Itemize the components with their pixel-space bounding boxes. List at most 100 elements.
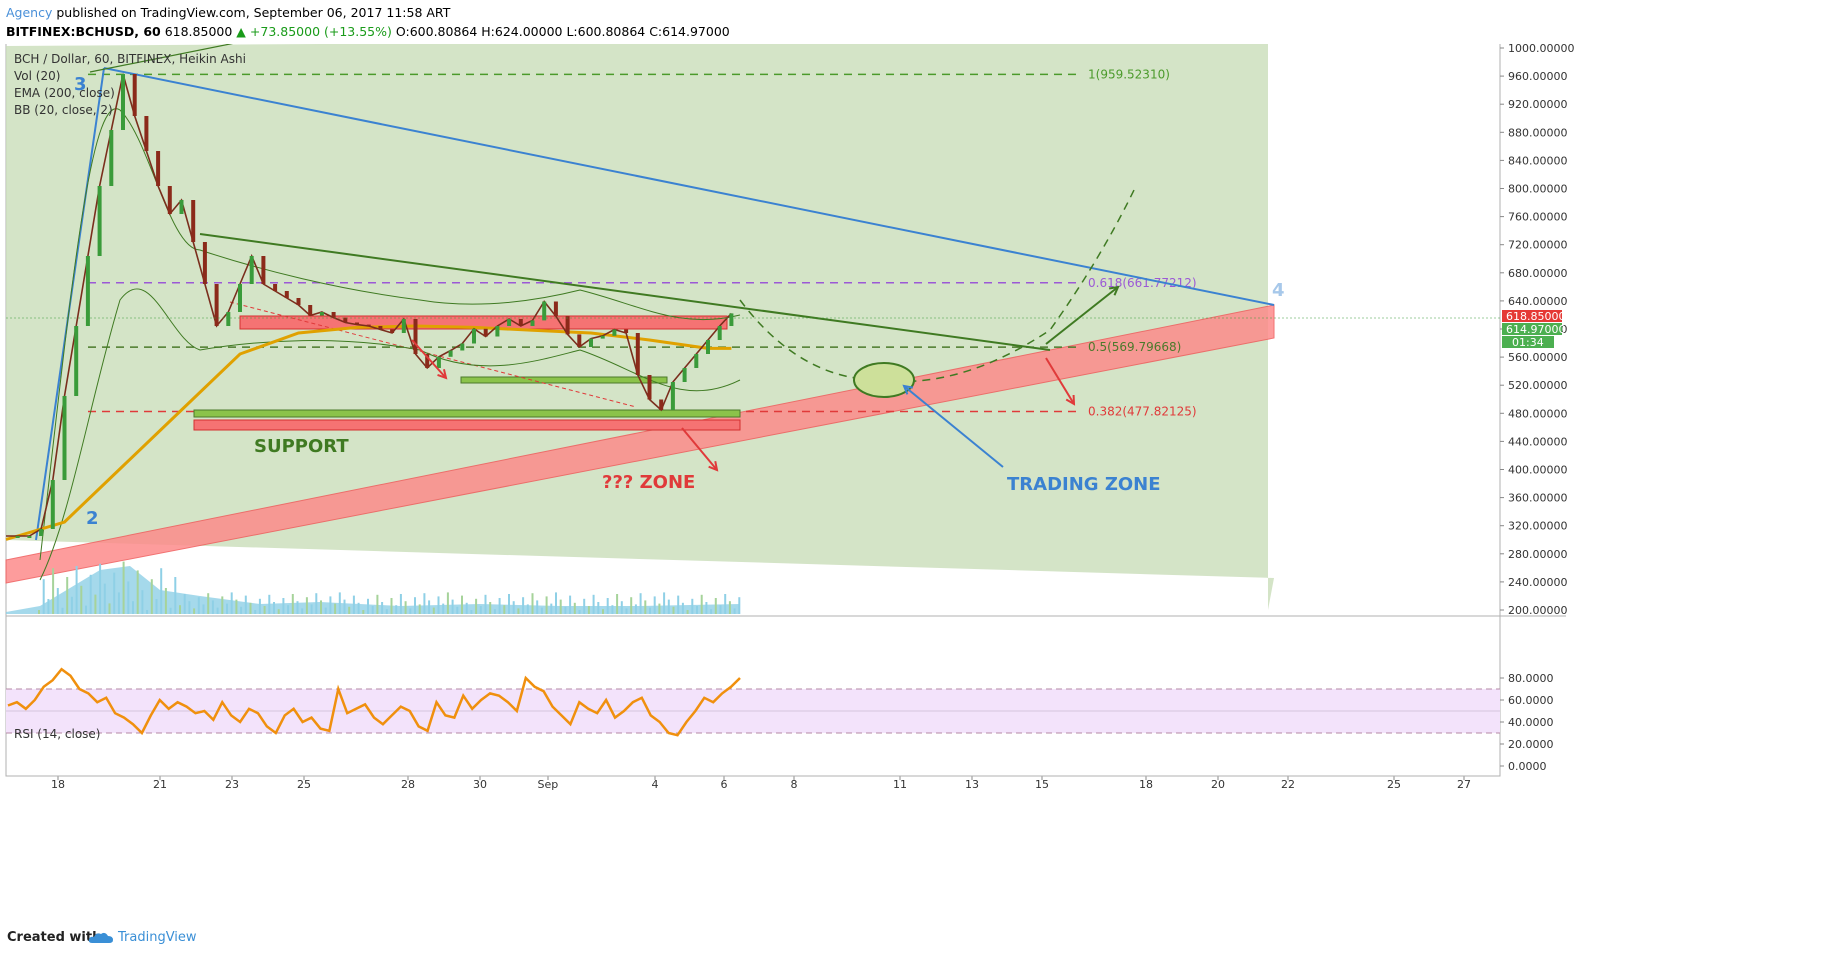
- candle: [167, 186, 172, 214]
- x-tick-label: 23: [225, 778, 239, 791]
- candle: [577, 334, 582, 347]
- volume-bar: [639, 593, 642, 614]
- x-tick-label: 15: [1035, 778, 1049, 791]
- volume-bar: [188, 601, 191, 614]
- price-tick-label: 920.00000: [1508, 98, 1568, 111]
- trading-zone-ellipse: [853, 362, 915, 398]
- volume-bar: [108, 603, 111, 614]
- last-price-box: [1502, 310, 1562, 322]
- tradingview-link[interactable]: TradingView: [118, 930, 197, 945]
- support-box-mid: [460, 376, 668, 384]
- candle: [530, 320, 535, 326]
- fib-label: 0.5(569.79668): [1088, 340, 1181, 354]
- volume-bar: [352, 595, 355, 614]
- volume-bar: [724, 594, 727, 614]
- volume-bar: [489, 602, 492, 614]
- support-box-green: [193, 409, 741, 418]
- volume-bar: [273, 602, 275, 614]
- volume-bar: [404, 601, 407, 614]
- x-tick-label: 18: [1139, 778, 1153, 791]
- chart-canvas[interactable]: 1(959.52310) 0.618(661.77212) 0.5(569.7966…: [0, 44, 1824, 918]
- volume-bar: [244, 595, 247, 614]
- volume-bar: [343, 599, 346, 614]
- candle: [624, 329, 629, 333]
- price-tick-label: 1000.00000: [1508, 44, 1574, 55]
- volume-bar: [672, 606, 675, 614]
- volume-bar: [550, 603, 553, 614]
- volume-bar: [545, 596, 548, 614]
- publish-info: published on TradingView.com, September …: [56, 5, 451, 20]
- volume-bar: [663, 592, 666, 614]
- volume-bar: [47, 599, 50, 614]
- price-tick-label: 840.00000: [1508, 154, 1568, 167]
- volume-bar: [428, 600, 431, 614]
- countdown-label: 01:34: [1512, 336, 1544, 349]
- rsi-tick-label: 60.0000: [1508, 694, 1554, 707]
- wave-label-4: 4: [1272, 280, 1285, 301]
- candle: [62, 396, 67, 480]
- candle: [694, 354, 699, 368]
- candle: [378, 326, 383, 330]
- volume-bar: [592, 594, 595, 614]
- bollinger-lower: [39, 288, 741, 581]
- volume-bar: [719, 605, 722, 614]
- volume-bar: [305, 597, 308, 614]
- volume-bar: [555, 592, 557, 614]
- close-price-box: [1502, 323, 1562, 335]
- volume-bar: [334, 603, 337, 614]
- candle: [97, 186, 102, 256]
- candle: [425, 354, 430, 368]
- candle: [191, 200, 196, 242]
- x-tick-label: 25: [297, 778, 311, 791]
- volume-bar: [569, 595, 572, 614]
- candle: [612, 329, 617, 336]
- volume-bar: [80, 585, 83, 614]
- volume-bar: [136, 570, 139, 614]
- volume-bar: [686, 610, 689, 614]
- candle: [238, 284, 242, 312]
- candle: [518, 319, 523, 326]
- volume-bar: [700, 594, 703, 614]
- volume-bar: [56, 588, 59, 614]
- price-tick-label: 720.00000: [1508, 239, 1568, 252]
- volume-bar: [132, 601, 134, 614]
- author-link[interactable]: Agency: [6, 5, 53, 20]
- volume-bar: [583, 598, 586, 614]
- candle: [460, 343, 465, 351]
- red-arrow-1-head: [437, 369, 448, 380]
- last-price-label: 618.85000: [1506, 310, 1566, 323]
- volume-bar: [649, 607, 651, 614]
- candle: [249, 256, 254, 284]
- volume-bar: [667, 599, 670, 614]
- candle: [50, 480, 55, 529]
- volume-bar: [385, 609, 388, 614]
- volume-bar: [493, 609, 496, 614]
- candle: [343, 317, 348, 323]
- price-tick-label: 560.00000: [1508, 351, 1568, 364]
- volume-bar: [606, 598, 609, 614]
- candle: [261, 256, 266, 284]
- candle: [85, 256, 90, 326]
- candle: [355, 322, 359, 325]
- volume-bar: [564, 606, 567, 614]
- volume-bar: [456, 606, 459, 614]
- candle: [717, 326, 722, 340]
- volume-bar: [376, 594, 379, 614]
- chart-header: Agency published on TradingView.com, Sep…: [0, 0, 1824, 44]
- publish-line: Agency published on TradingView.com, Sep…: [6, 5, 450, 20]
- volume-bar: [66, 577, 69, 614]
- volume-bar: [179, 605, 181, 614]
- price-tick-label: 480.00000: [1508, 407, 1568, 420]
- volume-bar: [578, 610, 581, 614]
- volume-bar: [691, 598, 694, 614]
- x-tick-label: 8: [791, 778, 798, 791]
- volume-bar: [418, 604, 421, 614]
- candle: [156, 151, 161, 186]
- volume-bar: [395, 605, 398, 614]
- candle: [74, 326, 79, 396]
- candle: [495, 326, 500, 337]
- green-top-line: [89, 44, 234, 73]
- legend-bb: BB (20, close, 2): [14, 103, 113, 117]
- red-arrow-3: [1045, 357, 1075, 405]
- fib-label: 1(959.52310): [1088, 67, 1170, 81]
